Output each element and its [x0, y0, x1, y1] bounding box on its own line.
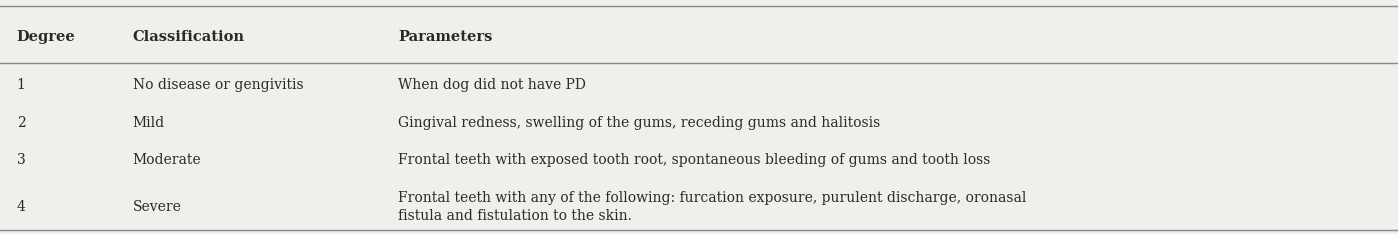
Text: Frontal teeth with exposed tooth root, spontaneous bleeding of gums and tooth lo: Frontal teeth with exposed tooth root, s…: [398, 153, 991, 167]
Text: Gingival redness, swelling of the gums, receding gums and halitosis: Gingival redness, swelling of the gums, …: [398, 116, 881, 130]
Text: Degree: Degree: [17, 30, 75, 44]
Text: Classification: Classification: [133, 30, 245, 44]
Text: Moderate: Moderate: [133, 153, 201, 167]
Text: 4: 4: [17, 200, 25, 214]
Text: When dog did not have PD: When dog did not have PD: [398, 78, 586, 92]
Text: Frontal teeth with any of the following: furcation exposure, purulent discharge,: Frontal teeth with any of the following:…: [398, 191, 1026, 223]
Text: Parameters: Parameters: [398, 30, 493, 44]
Text: 1: 1: [17, 78, 25, 92]
Text: Mild: Mild: [133, 116, 165, 130]
Text: No disease or gengivitis: No disease or gengivitis: [133, 78, 303, 92]
Text: Severe: Severe: [133, 200, 182, 214]
Text: 2: 2: [17, 116, 25, 130]
Text: 3: 3: [17, 153, 25, 167]
